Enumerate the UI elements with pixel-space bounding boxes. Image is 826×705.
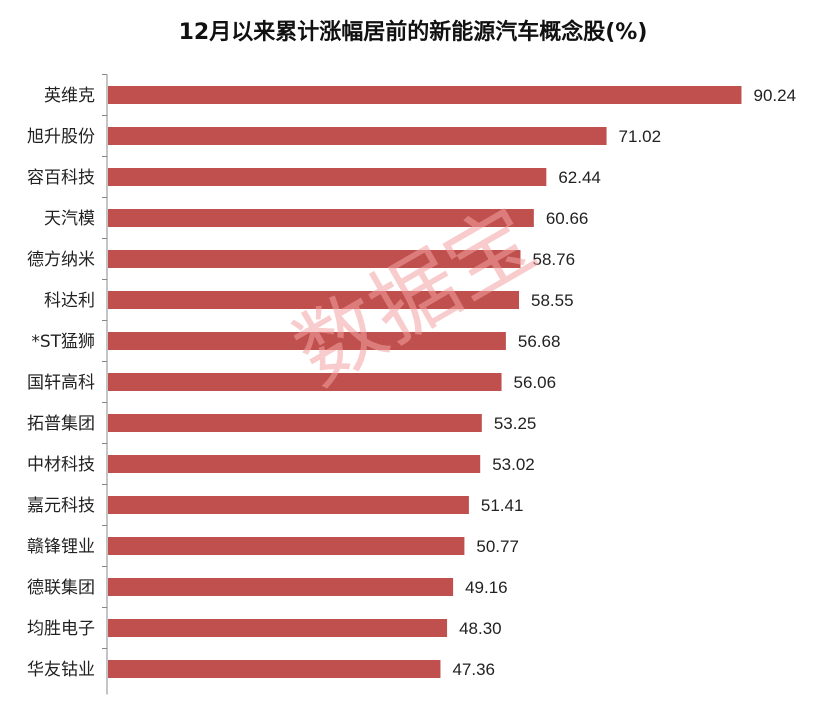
bar — [108, 578, 454, 596]
bar — [108, 86, 742, 104]
bar — [108, 660, 441, 678]
category-label: 天汽模 — [44, 209, 95, 229]
category-label: 英维克 — [44, 86, 95, 106]
data-label: 53.02 — [492, 455, 535, 474]
category-label: 旭升股份 — [27, 127, 95, 147]
chart-title: 12月以来累计涨幅居前的新能源汽车概念股(%) — [178, 20, 648, 45]
category-label: 德方纳米 — [27, 250, 95, 270]
bar — [108, 455, 481, 473]
bar — [108, 127, 607, 145]
category-label: 科达利 — [44, 291, 95, 311]
data-label: 56.06 — [514, 373, 557, 392]
category-label: *ST猛狮 — [31, 332, 95, 352]
bar — [108, 291, 520, 309]
category-label: 华友钴业 — [27, 660, 95, 680]
bar — [108, 414, 482, 432]
data-label: 47.36 — [452, 660, 495, 679]
category-label: 国轩高科 — [27, 373, 95, 393]
data-label: 58.76 — [532, 250, 575, 269]
category-label: 均胜电子 — [27, 619, 95, 639]
data-label: 71.02 — [619, 127, 662, 146]
bar — [108, 619, 448, 637]
data-label: 62.44 — [558, 168, 601, 187]
category-label: 拓普集团 — [27, 414, 95, 434]
data-label: 49.16 — [465, 578, 508, 597]
category-label: 容百科技 — [27, 168, 95, 188]
data-label: 53.25 — [494, 414, 537, 433]
bar — [108, 496, 469, 514]
bar — [108, 537, 465, 555]
data-label: 58.55 — [531, 291, 574, 310]
bar — [108, 168, 547, 186]
data-label: 51.41 — [481, 496, 524, 515]
data-label: 56.68 — [518, 332, 561, 351]
category-label: 德联集团 — [27, 578, 95, 598]
category-label: 中材科技 — [27, 455, 95, 475]
bar — [108, 332, 506, 350]
bar — [108, 373, 502, 391]
category-label: 赣锋锂业 — [27, 537, 95, 557]
data-label: 48.30 — [459, 619, 502, 638]
bar — [108, 250, 521, 268]
data-label: 50.77 — [476, 537, 519, 556]
data-label: 90.24 — [753, 86, 796, 105]
bar — [108, 209, 534, 227]
category-label: 嘉元科技 — [27, 496, 95, 516]
data-label: 60.66 — [546, 209, 589, 228]
